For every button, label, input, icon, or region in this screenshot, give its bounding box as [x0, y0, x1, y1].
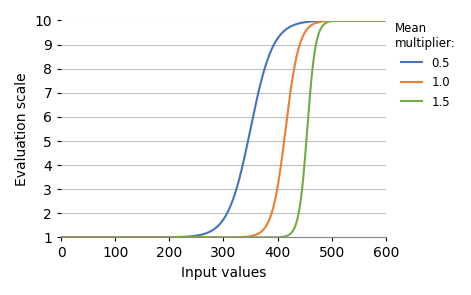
Legend: 0.5, 1.0, 1.5: 0.5, 1.0, 1.5	[395, 22, 455, 109]
1.5	[137, 236, 143, 239]
1.0	[137, 236, 143, 239]
0.5	[181, 235, 187, 239]
Line: 1.0: 1.0	[61, 20, 386, 237]
1.5	[383, 19, 389, 22]
Line: 0.5: 0.5	[61, 20, 386, 237]
1.5	[136, 236, 141, 239]
1.0	[136, 236, 141, 239]
1.5	[58, 236, 64, 239]
1.0	[181, 236, 187, 239]
X-axis label: Input values: Input values	[181, 266, 266, 280]
0.5	[137, 236, 143, 239]
0.5	[204, 231, 210, 235]
Line: 1.5: 1.5	[61, 20, 386, 237]
1.0	[383, 19, 389, 22]
1.5	[134, 236, 139, 239]
1.0	[134, 236, 139, 239]
1.5	[380, 19, 386, 22]
1.0	[204, 236, 210, 239]
0.5	[134, 236, 139, 239]
0.5	[58, 236, 64, 239]
0.5	[380, 19, 386, 22]
1.0	[58, 236, 64, 239]
1.0	[380, 19, 386, 22]
0.5	[136, 236, 141, 239]
1.5	[204, 236, 210, 239]
0.5	[383, 19, 389, 22]
1.5	[181, 236, 187, 239]
Y-axis label: Evaluation scale: Evaluation scale	[15, 72, 29, 186]
